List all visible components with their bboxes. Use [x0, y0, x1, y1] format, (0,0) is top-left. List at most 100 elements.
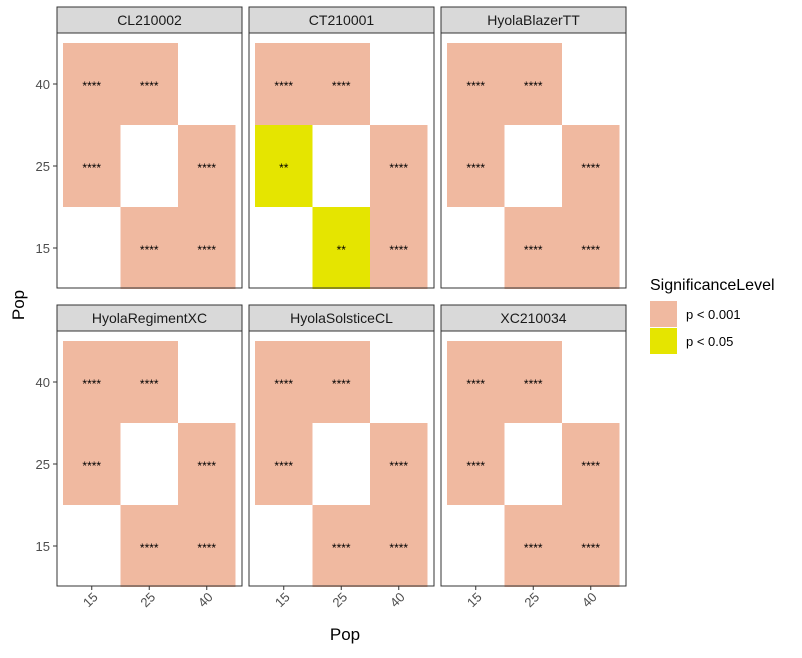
heatmap-cell: [447, 423, 505, 505]
cell-significance-label: ****: [524, 377, 543, 391]
heatmap-cell: [255, 341, 313, 423]
facet-strip-hyolaregimentxc: [56, 304, 243, 332]
heatmap-cell: [178, 207, 236, 289]
heatmap-cell: [178, 505, 236, 587]
heatmap-cell: [255, 125, 313, 207]
y-tick-label: 40: [36, 77, 50, 92]
y-tick-label: 15: [36, 241, 50, 256]
cell-significance-label: ****: [524, 243, 543, 257]
cell-significance-label: ****: [524, 541, 543, 555]
heatmap-cell: [178, 125, 236, 207]
x-tick-label: 15: [80, 589, 101, 610]
facet-strip-label-ct210001: CT210001: [309, 12, 375, 28]
cell-significance-label: **: [337, 243, 347, 257]
panel-border-ct210001: [248, 32, 435, 289]
legend-title: SignificanceLevel: [650, 277, 775, 294]
y-axis-title: Pop: [9, 290, 28, 320]
heatmap-cell: [120, 505, 178, 587]
heatmap-cell: [370, 423, 428, 505]
cell-significance-label: ****: [466, 79, 485, 93]
legend-key: [650, 301, 677, 327]
cell-significance-label: ****: [197, 541, 216, 555]
cell-significance-label: ****: [581, 161, 600, 175]
cell-significance-label: ****: [140, 79, 159, 93]
cell-significance-label: **: [279, 161, 289, 175]
y-tick-label: 15: [36, 539, 50, 554]
cell-significance-label: ****: [581, 243, 600, 257]
cell-significance-label: ****: [82, 161, 101, 175]
cell-significance-label: ****: [389, 541, 408, 555]
cell-significance-label: ****: [197, 243, 216, 257]
x-tick-label: 25: [521, 589, 542, 610]
heatmap-cell: [120, 43, 178, 125]
heatmap-cell: [255, 43, 313, 125]
cell-significance-label: ****: [197, 459, 216, 473]
heatmap-cell: [504, 341, 562, 423]
heatmap-cell: [63, 43, 121, 125]
heatmap-cell: [255, 423, 313, 505]
cell-significance-label: ****: [466, 377, 485, 391]
heatmap-cell: [120, 207, 178, 289]
legend-label: p < 0.001: [686, 307, 741, 322]
heatmap-cell: [120, 341, 178, 423]
cell-significance-label: ****: [389, 161, 408, 175]
cell-significance-label: ****: [581, 541, 600, 555]
x-axis-title: Pop: [330, 625, 360, 644]
heatmap-cell: [370, 207, 428, 289]
y-tick-label: 25: [36, 457, 50, 472]
heatmap-cell: [178, 423, 236, 505]
cell-significance-label: ****: [140, 377, 159, 391]
heatmap-cell: [504, 43, 562, 125]
heatmap-cell: [312, 341, 370, 423]
x-tick-label: 40: [579, 589, 600, 610]
heatmap-cell: [562, 125, 620, 207]
heatmap-cell: [370, 505, 428, 587]
facet-strip-hyolasolsticecl: [248, 304, 435, 332]
cell-significance-label: ****: [140, 243, 159, 257]
cell-significance-label: ****: [82, 377, 101, 391]
facet-strip-label-cl210002: CL210002: [117, 12, 182, 28]
heatmap-cell: [504, 207, 562, 289]
facet-strip-ct210001: [248, 6, 435, 34]
x-tick-label: 25: [137, 589, 158, 610]
cell-significance-label: ****: [332, 541, 351, 555]
x-tick-label: 25: [329, 589, 350, 610]
heatmap-cell: [63, 125, 121, 207]
x-tick-label: 15: [272, 589, 293, 610]
cell-significance-label: ****: [140, 541, 159, 555]
cell-significance-label: ****: [389, 459, 408, 473]
cell-significance-label: ****: [466, 459, 485, 473]
heatmap-cell: [312, 43, 370, 125]
facet-strip-label-hyolaregimentxc: HyolaRegimentXC: [92, 310, 207, 326]
facet-strip-label-hyolasolsticecl: HyolaSolsticeCL: [290, 310, 393, 326]
panel-border-hyolablazertt: [440, 32, 627, 289]
heatmap-cell: [312, 207, 370, 289]
heatmap-cell: [504, 505, 562, 587]
x-tick-label: 40: [387, 589, 408, 610]
heatmap-cell: [370, 125, 428, 207]
heatmap-cell: [447, 125, 505, 207]
cell-significance-label: ****: [82, 79, 101, 93]
heatmap-cell: [562, 423, 620, 505]
cell-significance-label: ****: [466, 161, 485, 175]
x-tick-label: 15: [464, 589, 485, 610]
panel-border-cl210002: [56, 32, 243, 289]
cell-significance-label: ****: [332, 79, 351, 93]
heatmap-cell: [63, 341, 121, 423]
cell-significance-label: ****: [581, 459, 600, 473]
facet-strip-label-xc210034: XC210034: [500, 310, 566, 326]
y-tick-label: 40: [36, 375, 50, 390]
x-tick-label: 40: [195, 589, 216, 610]
facet-strip-cl210002: [56, 6, 243, 34]
legend-key: [650, 328, 677, 354]
heatmap-cell: [562, 505, 620, 587]
cell-significance-label: ****: [82, 459, 101, 473]
legend-label: p < 0.05: [686, 334, 733, 349]
heatmap-cell: [447, 43, 505, 125]
facet-strip-hyolablazertt: [440, 6, 627, 34]
heatmap-cell: [562, 207, 620, 289]
heatmap-cell: [447, 341, 505, 423]
cell-significance-label: ****: [332, 377, 351, 391]
facet-strip-label-hyolablazertt: HyolaBlazerTT: [487, 12, 580, 28]
